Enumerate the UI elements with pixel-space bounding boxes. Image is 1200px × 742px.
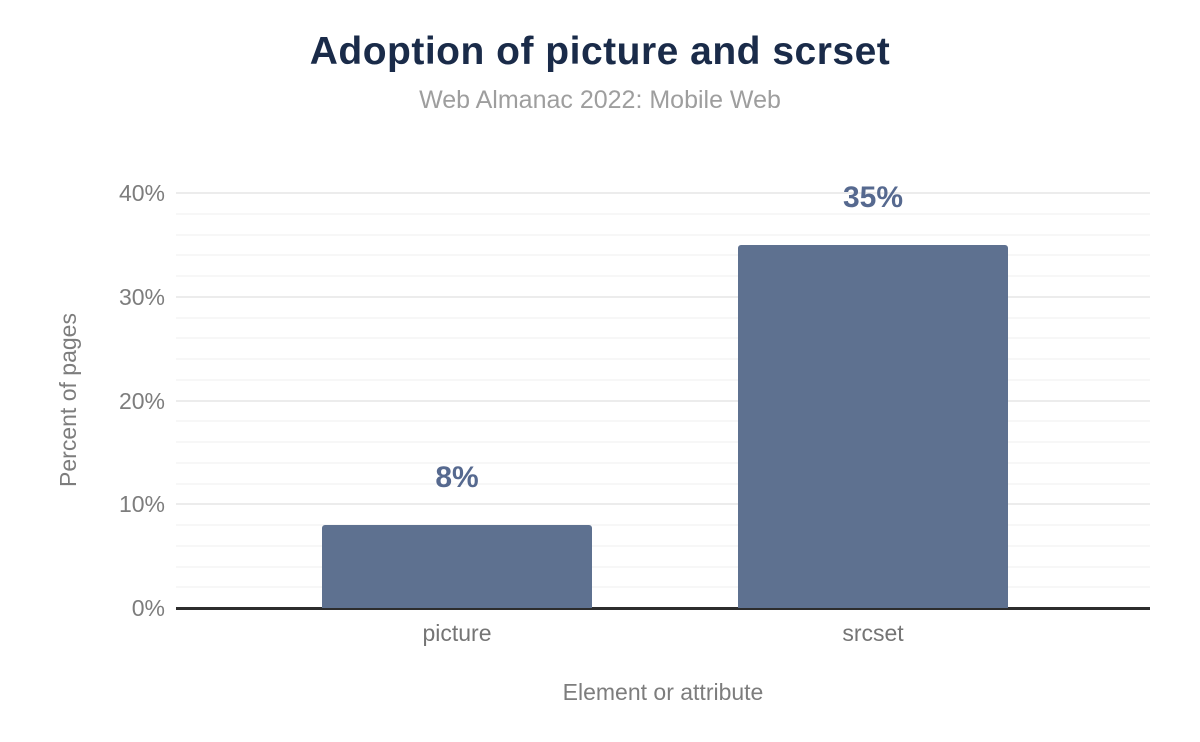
major-gridline bbox=[176, 503, 1150, 506]
minor-gridline bbox=[176, 565, 1150, 568]
y-tick-label: 20% bbox=[118, 387, 165, 414]
x-tick-label-srcset: srcset bbox=[842, 620, 904, 646]
minor-gridline bbox=[176, 233, 1150, 236]
minor-gridline bbox=[176, 275, 1150, 277]
minor-gridline bbox=[176, 441, 1150, 443]
chart-subtitle: Web Almanac 2022: Mobile Web bbox=[419, 86, 781, 114]
y-tick-label: 30% bbox=[118, 283, 165, 310]
minor-gridline bbox=[176, 461, 1150, 464]
minor-gridline bbox=[176, 212, 1150, 215]
major-gridline bbox=[176, 399, 1150, 402]
minor-gridline bbox=[176, 586, 1150, 589]
x-axis-line bbox=[176, 607, 1150, 610]
bar-picture[interactable] bbox=[322, 525, 592, 608]
minor-gridline bbox=[176, 482, 1150, 485]
major-gridline bbox=[176, 295, 1150, 298]
bar-srcset[interactable] bbox=[738, 244, 1008, 608]
y-tick-label: 0% bbox=[131, 595, 165, 621]
minor-gridline bbox=[176, 544, 1150, 547]
minor-gridline bbox=[176, 378, 1150, 381]
chart-title: Adoption of picture and scrset bbox=[309, 30, 891, 73]
x-axis-title: Element or attribute bbox=[562, 679, 764, 705]
value-label-picture: 8% bbox=[435, 461, 479, 494]
minor-gridline bbox=[176, 420, 1150, 423]
minor-gridline bbox=[176, 358, 1150, 360]
value-label-srcset: 35% bbox=[842, 180, 904, 214]
y-tick-label: 40% bbox=[118, 180, 165, 206]
x-tick-label-picture: picture bbox=[422, 620, 492, 646]
plot-area: 8% 35% bbox=[176, 182, 1150, 610]
minor-gridline bbox=[176, 254, 1150, 257]
major-gridline bbox=[176, 192, 1150, 194]
minor-gridline bbox=[176, 337, 1150, 340]
minor-gridline bbox=[176, 524, 1150, 526]
y-tick-label: 10% bbox=[118, 491, 165, 518]
minor-gridline bbox=[176, 316, 1150, 319]
